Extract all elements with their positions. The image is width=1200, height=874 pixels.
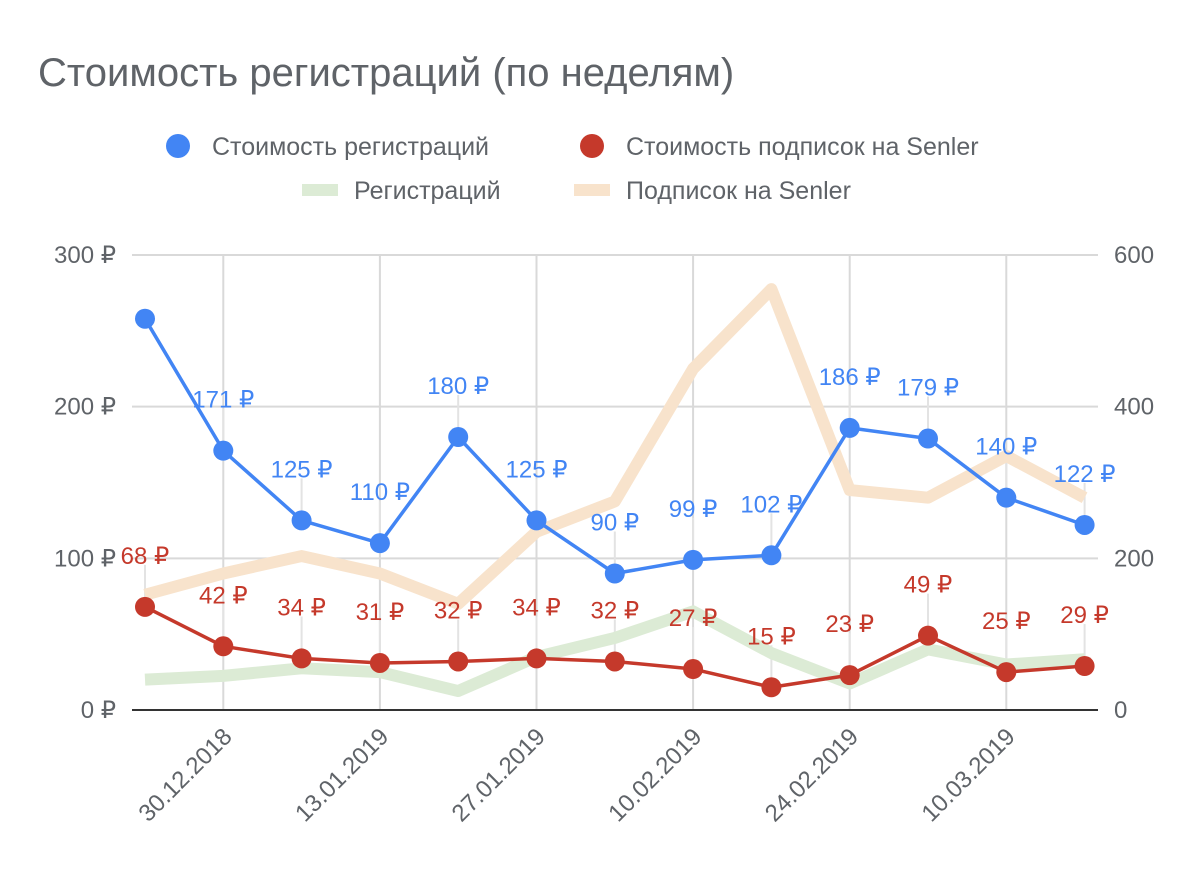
data-label: 140 ₽ [975, 434, 1037, 461]
data-label: 29 ₽ [1060, 602, 1109, 629]
data-label: 180 ₽ [427, 373, 489, 400]
data-point [213, 440, 234, 461]
data-label: 42 ₽ [199, 582, 248, 609]
data-point [291, 510, 312, 531]
data-point [839, 417, 860, 438]
data-label: 15 ₽ [747, 623, 796, 650]
y-right-tick-label: 600 [1114, 242, 1154, 269]
data-label: 23 ₽ [825, 611, 874, 638]
data-point [604, 651, 625, 672]
data-label: 31 ₽ [356, 599, 405, 626]
data-label: 25 ₽ [982, 608, 1031, 635]
x-tick-label: 30.12.2018 [134, 723, 238, 827]
data-point [369, 533, 390, 554]
data-label: 34 ₽ [512, 594, 561, 621]
x-tick-label: 13.01.2019 [290, 723, 394, 827]
data-label: 90 ₽ [590, 510, 639, 537]
legend-swatch [574, 184, 610, 196]
data-point [526, 510, 547, 531]
data-point [918, 428, 938, 449]
legend-swatch [580, 134, 604, 158]
data-point [135, 596, 155, 617]
y-left-tick-label: 300 ₽ [54, 242, 116, 269]
data-point [996, 662, 1017, 683]
data-point [1074, 514, 1095, 535]
data-label: 186 ₽ [819, 364, 881, 391]
series-line [143, 283, 1088, 610]
data-label: 122 ₽ [1054, 461, 1116, 488]
y-right-tick-label: 0 [1114, 697, 1127, 724]
data-label: 32 ₽ [590, 597, 639, 624]
data-point [291, 648, 312, 669]
data-point [448, 427, 469, 447]
data-point [135, 308, 155, 329]
data-label: 179 ₽ [897, 375, 959, 402]
data-point [604, 563, 625, 584]
y-right-tick-label: 200 [1114, 545, 1154, 572]
data-label: 99 ₽ [669, 496, 718, 523]
data-point [213, 636, 234, 657]
chart-title: Стоимость регистраций (по неделям) [38, 51, 734, 95]
data-point [761, 545, 782, 566]
data-point [839, 665, 860, 686]
y-left-tick-label: 200 ₽ [54, 394, 116, 421]
data-label: 125 ₽ [506, 456, 568, 483]
data-label: 171 ₽ [192, 387, 254, 414]
legend-label: Стоимость регистраций [212, 133, 489, 161]
y-left-tick-label: 0 ₽ [81, 697, 116, 724]
legend-label: Стоимость подписок на Senler [626, 133, 979, 161]
x-tick-label: 10.03.2019 [917, 723, 1021, 827]
series-layer [135, 283, 1095, 698]
x-tick-label: 10.02.2019 [603, 723, 707, 827]
data-label: 32 ₽ [434, 597, 483, 624]
data-point [526, 648, 547, 669]
data-label: 49 ₽ [904, 572, 953, 599]
data-point [448, 651, 469, 672]
legend-swatch [302, 184, 338, 196]
y-right-tick-label: 400 [1114, 394, 1154, 421]
x-tick-label: 27.01.2019 [447, 723, 551, 827]
data-label: 102 ₽ [740, 491, 802, 518]
y-left-tick-label: 100 ₽ [54, 545, 116, 572]
label-stems [144, 385, 1086, 678]
data-point [918, 625, 938, 646]
data-point [369, 652, 390, 673]
data-label: 34 ₽ [277, 594, 326, 621]
x-tick-label: 24.02.2019 [760, 723, 864, 827]
legend-label: Подписок на Senler [626, 177, 851, 205]
legend-label: Регистраций [354, 177, 501, 205]
data-label: 27 ₽ [669, 605, 718, 632]
data-point [683, 659, 704, 680]
legend-swatch [166, 134, 190, 158]
data-point [683, 549, 704, 570]
data-point [1074, 656, 1095, 677]
data-point [761, 677, 782, 698]
data-point [996, 487, 1017, 508]
data-label: 68 ₽ [121, 543, 170, 570]
data-label: 125 ₽ [271, 456, 333, 483]
legend: Стоимость регистраций Стоимость подписок … [166, 133, 979, 205]
data-labels: 171 ₽ 125 ₽ 110 ₽ 180 ₽ 125 ₽ 90 ₽ 99 ₽ 102 ₽ 18… [121, 364, 1116, 650]
data-label: 110 ₽ [350, 479, 410, 506]
